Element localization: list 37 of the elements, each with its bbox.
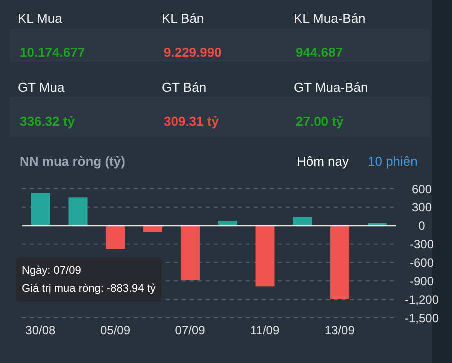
bar <box>330 226 350 299</box>
bar <box>144 226 163 232</box>
x-tick-label: 30/08 <box>26 324 56 338</box>
text: 27.00 tỷ <box>296 114 344 129</box>
bar <box>180 226 200 280</box>
text: 944.687 <box>296 45 343 60</box>
text: KL Mua <box>18 11 62 26</box>
text: 336.32 tỷ <box>20 114 75 129</box>
y-tick-label: 0 <box>418 219 426 234</box>
text: Hôm nay <box>297 154 350 169</box>
y-tick-label: 300 <box>412 200 432 215</box>
annotation: Ngày: 07/09 <box>22 264 82 279</box>
y-tick-label: -300 <box>410 238 434 252</box>
bar <box>31 193 50 226</box>
x-tick-label: 07/09 <box>175 324 206 338</box>
text: GT Mua <box>18 80 65 95</box>
text: 9.229.990 <box>164 45 222 60</box>
text: GT Bán <box>162 80 207 95</box>
bar <box>106 226 126 250</box>
text: GT Mua-Bán <box>294 80 368 95</box>
x-tick-label: 11/09 <box>250 324 280 338</box>
x-tick-label: 13/09 <box>324 324 356 338</box>
y-tick-label: 600 <box>412 182 432 196</box>
chart-title: NN mua ròng (tỷ) <box>20 154 126 169</box>
text: 309.31 tỷ <box>164 114 219 129</box>
y-tick-label: -600 <box>410 256 434 270</box>
text: KL Bán <box>162 11 204 26</box>
y-tick-label: -1,200 <box>404 292 440 307</box>
y-tick-label: -900 <box>410 274 434 288</box>
bar <box>256 226 275 287</box>
text: 10 phiên <box>368 154 418 169</box>
text: KL Mua-Bán <box>294 11 366 26</box>
annotation: Giá trị mua ròng: -883.94 tỷ <box>22 282 156 297</box>
bar <box>68 198 88 226</box>
x-tick-label: 05/09 <box>100 324 131 338</box>
y-tick-label: -1,500 <box>404 311 440 326</box>
text: 10.174.677 <box>20 45 86 60</box>
